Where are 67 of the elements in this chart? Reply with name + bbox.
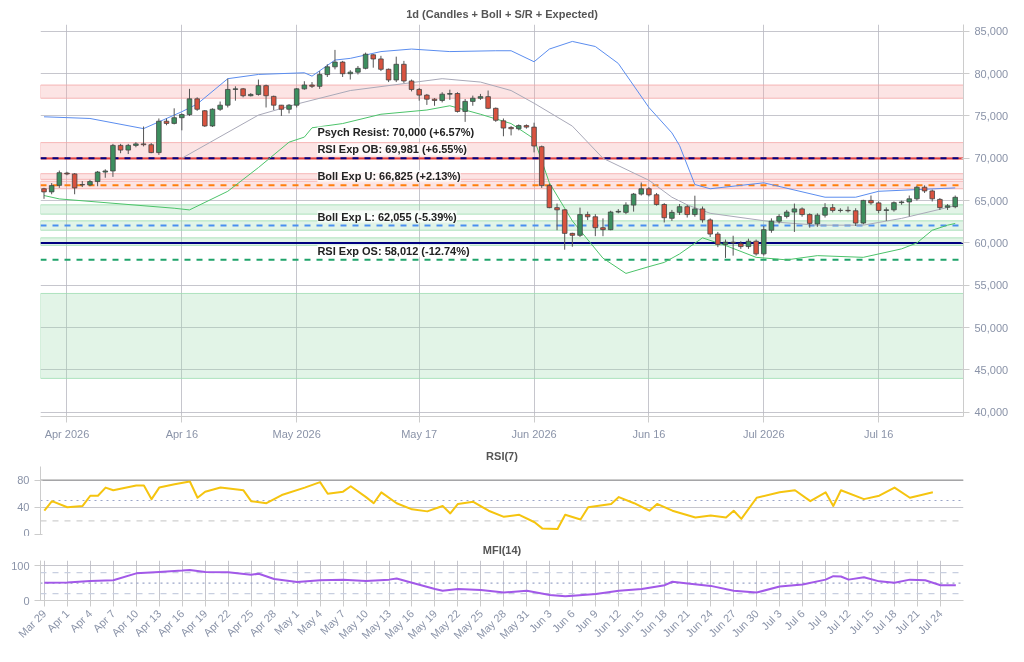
y-tick-label: 45,000 [974, 363, 1009, 376]
line-series [43, 568, 957, 598]
ref-line-label: Boll Exp L: 62,055 (-5.39%) [317, 210, 458, 223]
x-tick-label: Jul 2026 [742, 427, 785, 440]
candlestick [692, 195, 698, 218]
candlestick [906, 195, 912, 217]
y-tick-label: 40 [17, 501, 30, 514]
candlestick [707, 217, 713, 238]
x-tick-label: Apr 2026 [44, 427, 90, 440]
line-series [43, 480, 934, 531]
candlestick [140, 126, 147, 147]
candlestick [401, 60, 407, 84]
candlestick [546, 183, 553, 209]
candlestick [41, 187, 47, 200]
candlestick [722, 239, 729, 259]
x-tick-label: May 2026 [272, 427, 321, 440]
candlestick [531, 122, 537, 153]
x-tick-label: Jun 16 [632, 427, 666, 440]
candlestick [554, 203, 560, 231]
chart-title: MFI(14) [482, 543, 522, 556]
candlestick [791, 203, 798, 233]
chart-title: 1d (Candles + Boll + S/R + Expected) [406, 7, 599, 20]
candlestick [577, 207, 583, 238]
y-tick-label: 0 [23, 594, 30, 607]
y-tick-label: 80 [17, 474, 30, 487]
candlestick [424, 93, 430, 106]
ref-line-label: Psych Resist: 70,000 (+6.57%) [317, 126, 475, 139]
x-tick-label: Jul 16 [863, 427, 894, 440]
x-tick-label: Apr 16 [165, 427, 199, 440]
line-series [43, 105, 956, 274]
y-tick-label: 65,000 [974, 194, 1009, 207]
candlestick [454, 91, 461, 114]
y-tick-label: 80,000 [974, 67, 1009, 80]
candlestick [730, 235, 736, 257]
candlestick [309, 81, 315, 89]
candlestick [294, 87, 300, 108]
candlestick [592, 213, 599, 237]
ref-line-label: RSI Exp OS: 58,012 (-12.74%) [317, 244, 470, 257]
candlestick [186, 88, 193, 117]
x-tick-label: Jul 6 [781, 607, 807, 633]
y-tick-label: 70,000 [974, 152, 1009, 165]
ref-line-label: RSI Exp OB: 69,981 (+6.55%) [317, 143, 468, 156]
y-tick-label: 85,000 [974, 25, 1009, 38]
candlestick [462, 98, 468, 123]
y-tick-label: 100 [11, 559, 30, 572]
candlestick [845, 206, 851, 213]
x-tick-label: Jul 3 [758, 607, 784, 633]
candlestick [562, 208, 568, 251]
x-tick-label: May 17 [401, 427, 438, 440]
candlestick [868, 195, 874, 206]
x-tick-label: Jun 2026 [511, 427, 557, 440]
candlestick [232, 85, 239, 102]
y-tick-label: 75,000 [974, 109, 1009, 122]
candlestick [508, 125, 514, 136]
x-tick-label: Mar 29 [15, 607, 49, 640]
candlestick [209, 107, 216, 128]
ref-line-label: Boll Exp U: 66,825 (+2.13%) [317, 170, 462, 183]
candlestick [600, 217, 606, 237]
chart-title: RSI(7) [486, 449, 519, 462]
y-tick-label: 55,000 [974, 279, 1009, 292]
line-series [43, 40, 956, 198]
y-tick-label: 60,000 [974, 236, 1009, 249]
candlestick [225, 78, 231, 108]
y-tick-label: 50,000 [974, 321, 1009, 334]
y-tick-label: 0 [23, 526, 30, 539]
y-tick-label: 40,000 [974, 406, 1009, 419]
candlestick [332, 49, 338, 70]
